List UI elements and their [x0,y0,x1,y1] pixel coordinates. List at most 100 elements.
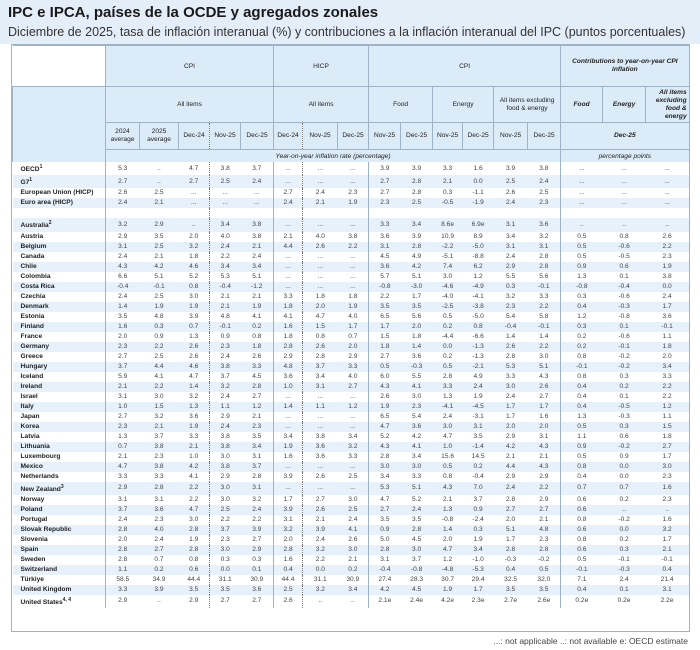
value-cell: 2.4 [252,252,262,260]
value-cell: -0.4 [209,281,241,292]
table-row [12,208,689,219]
value-cell: 4.2 [411,432,422,440]
value-cell: 2.8 [505,495,516,503]
value-cell: 30.9 [346,575,360,583]
value-cell [105,208,140,219]
sub-all-items-cpi: All items [104,86,274,123]
value-cell: 3.1 [105,391,140,402]
value-cell: -4.9 [472,282,484,290]
value-cell: 0.2 [442,352,453,360]
value-cell: 1.5 [302,321,338,332]
value-cell: 0.0 [662,282,672,290]
estimate-value-cell: 2.1e [368,594,401,608]
value-cell: 0.8 [473,322,483,330]
value-cell: 2.5 [154,352,164,360]
value-cell: 31.1 [302,574,338,585]
country-name: Italy [20,402,34,410]
value-cell: 2.1 [302,198,338,209]
value-cell: 4.7 [442,432,453,440]
table-row: Belgium 3.1 2.5 3.2 2.4 2.1 4.4 2.6 2.2 3.1 2.8 -2.… [12,241,689,252]
value-cell: 4.3 [539,462,549,470]
value-cell: 0.4 [662,565,672,573]
table-row: New Zealand3 2.9 2.8 2.2 3.0 3.1......... 5.3 5… [12,481,689,495]
value-cell [338,208,369,218]
value-cell: 2.8 [539,262,549,270]
value-cell: ... [350,164,356,172]
value-cell: 3.4 [368,471,401,482]
country-name: Denmark [20,302,49,310]
value-cell: ... [350,177,356,185]
value-cell: .. [560,218,603,232]
value-cell: 3.3 [368,218,401,232]
value-cell: 1.7 [662,452,672,460]
value-cell: 5.1 [539,362,549,370]
value-cell [603,208,646,218]
value-cell: 2.3 [662,252,672,260]
value-cell: 0.8 [619,232,629,240]
value-cell: 2.3 [154,515,164,523]
value-cell: 5.1 [154,272,164,280]
value-cell: 2.2 [662,382,672,390]
value-cell: 4.3 [368,441,401,452]
value-cell: 2.7 [105,411,140,422]
value-cell: 4.9 [411,252,422,260]
value-cell: -0.1 [618,555,630,563]
value-cell: 3.8 [209,361,241,372]
value-cell [140,208,179,218]
value-cell: 6.0 [368,371,401,382]
value-cell: 1.5 [662,422,672,430]
table-row: G71 2.7.. 2.7 2.5 2.4......... 2.7 2.8 2.1 0.0 2.… [12,175,689,189]
value-cell: 1.7 [411,292,422,300]
value-cell: 2.3 [539,535,549,543]
value-cell: -0.2 [618,352,630,360]
value-cell: -1.1 [472,189,484,197]
value-cell: 4.5 [252,372,262,380]
value-cell: 0.4 [560,391,603,402]
value-cell [368,208,401,219]
value-cell: ... [191,189,197,197]
value-cell: 3.4 [209,261,241,272]
value-cell: ... [302,421,338,432]
value-cell: 3.7 [473,495,483,503]
value-cell: 0.3 [442,189,453,197]
value-cell: 3.5 [539,585,549,593]
value-cell: -1.3 [472,352,484,360]
value-cell: 3.3 [189,432,199,440]
value-cell: -3.1 [472,412,484,420]
value-cell: 2.8 [273,341,303,352]
value-cell: 4.2 [368,584,401,595]
value-cell: ... [191,199,197,207]
value-cell: -2.5 [441,302,454,310]
value-cell: 1.9 [662,262,672,270]
value-cell: 4.7 [302,311,338,322]
value-cell: -6.6 [472,332,484,340]
value-cell: 5.7 [368,271,401,282]
row-label: Latvia [13,432,106,442]
value-cell: 2.7 [105,175,140,189]
value-cell: 2.5 [411,199,422,207]
value-cell: 3.6 [302,441,338,452]
value-cell: 2.6 [662,232,672,240]
value-cell: 0.4 [560,584,603,595]
row-label: Norway [13,495,106,505]
row-label: Euro area (HICP) [13,198,106,208]
value-cell: 3.8 [209,431,241,442]
row-label: Netherlands [13,472,106,482]
value-cell: 0.1 [252,565,262,573]
country-name: Mexico [20,462,43,470]
value-cell: 4.1 [154,372,164,380]
value-cell: -0.1 [661,555,673,563]
value-cell: -0.6 [618,332,630,340]
table-row: Portugal 2.4 2.3 3.0 2.2 2.2 3.1 2.1 2.4 3.5 3.5 -0… [12,514,689,525]
value-cell: 3.5 [154,232,164,240]
value-cell: -0.8 [618,312,630,320]
value-cell: ... [273,271,303,282]
value-cell: 8.9 [473,232,483,240]
estimate-value-cell: 2.2e [660,597,674,605]
value-cell: 2.5 [505,177,516,185]
value-cell: 2.4 [105,198,140,209]
value-cell: 2.4 [505,252,516,260]
value-cell: -2.1 [472,362,484,370]
value-cell: -1.3 [472,342,484,350]
value-cell: 2.2 [348,242,358,250]
